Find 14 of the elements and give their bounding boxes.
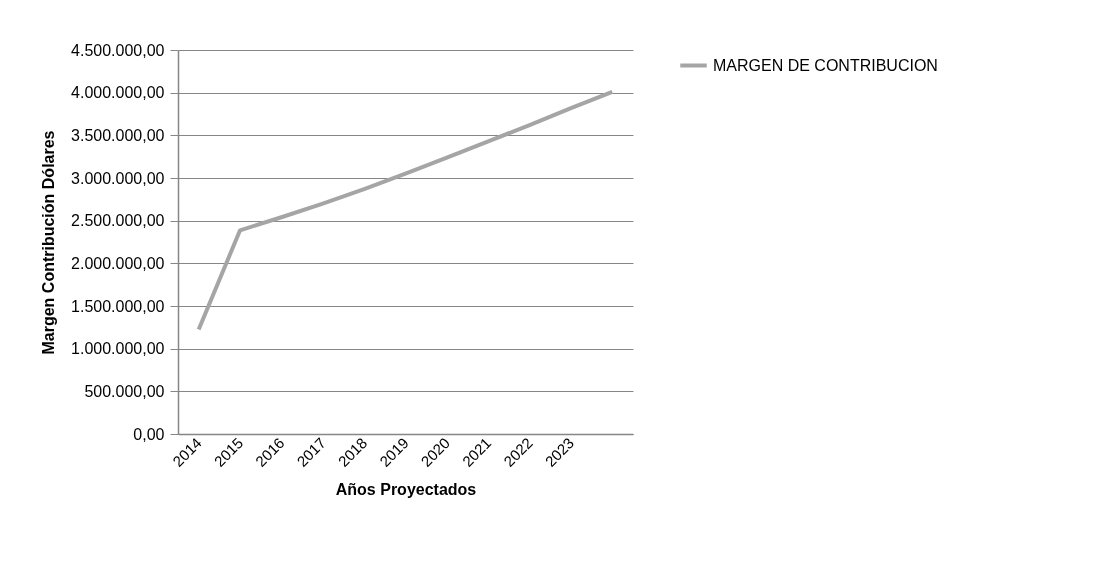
y-tick-label: 0,00 (133, 425, 165, 443)
y-tick-label: 1.000.000,00 (71, 340, 165, 358)
x-axis-title: Años Proyectados (335, 480, 477, 498)
y-tick-label: 4.000.000,00 (71, 84, 165, 102)
y-axis-title: Margen Contribución Dólares (40, 130, 58, 355)
y-tick-label: 1.500.000,00 (71, 297, 165, 315)
y-tick-label: 500.000,00 (84, 382, 165, 400)
line-series (196, 89, 615, 332)
y-tick-label: 3.000.000,00 (71, 169, 165, 187)
y-tick-label: 2.000.000,00 (71, 254, 165, 272)
y-tick-label: 2.500.000,00 (71, 212, 165, 230)
legend-label: MARGEN DE CONTRIBUCION (713, 56, 938, 74)
y-tick-label: 3.500.000,00 (71, 126, 165, 144)
y-tick-label: 4.500.000,00 (71, 41, 165, 59)
